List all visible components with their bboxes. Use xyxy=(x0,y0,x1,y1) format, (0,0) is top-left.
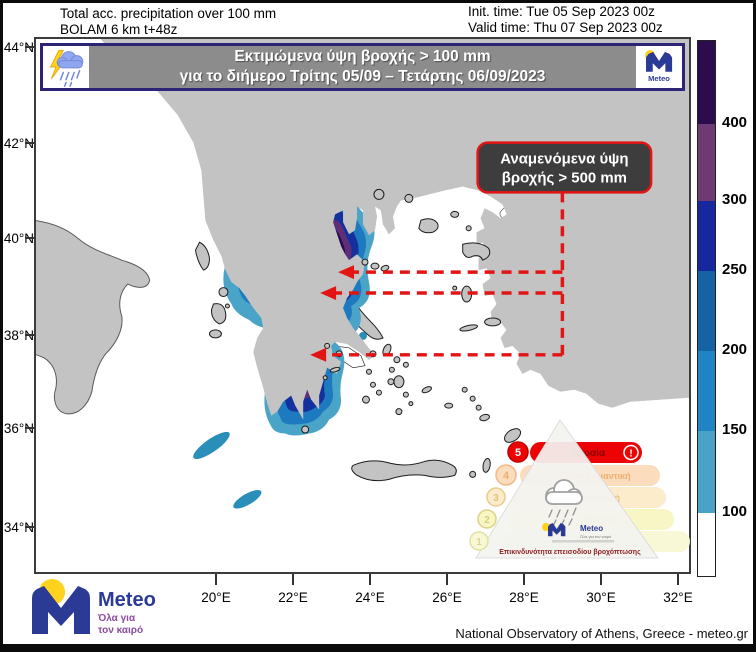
meteo-logo-small: Meteo xyxy=(645,50,673,83)
level-1-number: 1 xyxy=(476,537,482,548)
annotation-line2: βροχής > 500 mm xyxy=(502,169,627,186)
level-4-number: 4 xyxy=(503,470,510,482)
banner-title-line2: για το διήμερο Τρίτης 05/09 – Τετάρτης 0… xyxy=(179,68,546,85)
annotation-line1: Αναμενόμενα ύψη xyxy=(500,151,628,168)
land-italy xyxy=(36,220,151,415)
level-3-circle xyxy=(486,487,506,507)
lat-label-42: 42°N xyxy=(3,136,34,151)
banner-logo-text: Meteo xyxy=(648,74,670,83)
lon-tick xyxy=(446,574,448,585)
banner-logo-box: Meteo xyxy=(636,46,682,88)
islands xyxy=(194,188,522,482)
title-banner: Εκτιμώμενα ύψη βροχής > 100 mm για το δι… xyxy=(40,43,685,91)
banner-title-line1: Εκτιμώμενα ύψη βροχής > 100 mm xyxy=(234,47,491,65)
lat-tick xyxy=(25,142,35,144)
cbar-seg-lt100 xyxy=(698,513,715,576)
alert-exclamation-icon xyxy=(623,444,639,461)
rain-cloud-icon xyxy=(545,479,583,527)
cbar-seg-150-200 xyxy=(698,351,715,431)
lat-label-36: 36°N xyxy=(3,421,34,436)
lon-label-28: 28°E xyxy=(509,590,539,605)
lon-tick xyxy=(600,574,602,585)
banner-title: Εκτιμώμενα ύψη βροχής > 100 mm για το δι… xyxy=(89,46,636,88)
lon-label-22: 22°E xyxy=(278,590,308,605)
rain-danger-pyramid: Ακραία ! Πολύ σημαντική Σημαντική Μέτρια… xyxy=(468,416,708,566)
precipitation-ionian-patches xyxy=(193,331,367,509)
lat-tick xyxy=(25,237,35,239)
storm-cloud-icon xyxy=(49,50,84,87)
pyramid-meteo-logo: Meteo Όλα για τον καιρό xyxy=(542,523,614,543)
level-2-circle xyxy=(477,509,497,529)
level-3-number: 3 xyxy=(493,493,499,504)
lon-tick xyxy=(523,574,525,585)
pyramid-logo-sub: Όλα για τον καιρό xyxy=(579,534,612,539)
storm-icon-box xyxy=(43,46,89,88)
alert-exclamation-mark: ! xyxy=(629,449,632,460)
lon-label-24: 24°E xyxy=(355,590,385,605)
lat-label-40: 40°N xyxy=(3,231,34,246)
run-times: Init. time: Tue 05 Sep 2023 00z Valid ti… xyxy=(468,4,663,37)
lat-label-34: 34°N xyxy=(3,520,34,535)
lon-tick xyxy=(292,574,294,585)
lon-label-20: 20°E xyxy=(201,590,231,605)
cbar-tick-250: 250 xyxy=(722,261,748,278)
product-title-line1: Total acc. precipitation over 100 mm xyxy=(60,6,277,21)
credit-text: National Observatory of Athens, Greece -… xyxy=(455,626,748,641)
lat-tick xyxy=(25,46,35,48)
lat-label-44: 44°N xyxy=(3,40,34,55)
cbar-tick-200: 200 xyxy=(722,341,748,358)
greece-precipitation-map: Αναμενόμενα ύψη βροχής > 500 mm xyxy=(36,39,689,572)
level-4-circle xyxy=(495,464,517,486)
cbar-seg-300-400 xyxy=(698,124,715,201)
lon-label-30: 30°E xyxy=(586,590,616,605)
footer-logo-sub2: τον καιρό xyxy=(98,625,143,636)
cbar-tick-400: 400 xyxy=(722,114,748,131)
pyramid-caption: Επικινδυνότητα επεισοδίου βροχόπτωσης xyxy=(499,549,641,556)
valid-time: Valid time: Thu 07 Sep 2023 00z xyxy=(468,20,663,36)
level-2-number: 2 xyxy=(484,515,490,526)
lon-tick xyxy=(369,574,371,585)
lat-tick xyxy=(25,526,35,528)
precipitation-colorbar xyxy=(697,40,716,577)
footer-logo-text: Meteo xyxy=(98,589,156,611)
lon-tick xyxy=(677,574,679,585)
logo-m-glyph xyxy=(32,586,90,634)
cbar-tick-300: 300 xyxy=(722,191,748,208)
lat-tick xyxy=(25,334,35,336)
cbar-seg-100-150 xyxy=(698,431,715,513)
cbar-seg-250-300 xyxy=(698,201,715,271)
annotation-box: Αναμενόμενα ύψη βροχής > 500 mm xyxy=(476,141,653,194)
level-5-number: 5 xyxy=(515,447,521,459)
lon-tick xyxy=(215,574,217,585)
lon-label-32: 32°E xyxy=(663,590,693,605)
cbar-seg-gt400 xyxy=(698,41,715,124)
lon-label-26: 26°E xyxy=(432,590,462,605)
pyramid-logo-subline xyxy=(552,540,614,543)
annotation-arrows xyxy=(315,192,565,357)
lat-label-38: 38°N xyxy=(3,328,34,343)
pyramid-logo-text: Meteo xyxy=(580,524,603,533)
pyramid-pill-5-label: Ακραία xyxy=(571,448,606,459)
cbar-tick-100: 100 xyxy=(722,503,748,520)
lat-tick xyxy=(25,427,35,429)
footer-logo-sub1: Όλα για xyxy=(97,613,136,624)
model-info-line: BOLAM 6 km t+48z xyxy=(60,22,178,38)
cbar-tick-150: 150 xyxy=(722,421,748,438)
init-time: Init. time: Tue 05 Sep 2023 00z xyxy=(468,4,655,19)
arrowheads xyxy=(310,265,355,362)
bottom-black-bar xyxy=(0,644,756,652)
product-title: Total acc. precipitation over 100 mm BOL… xyxy=(60,6,276,39)
level-1-circle xyxy=(469,531,489,551)
level-5-circle xyxy=(507,441,529,463)
meteo-footer-logo: Meteo Όλα για τον καιρό xyxy=(32,579,156,636)
cbar-seg-200-250 xyxy=(698,271,715,351)
